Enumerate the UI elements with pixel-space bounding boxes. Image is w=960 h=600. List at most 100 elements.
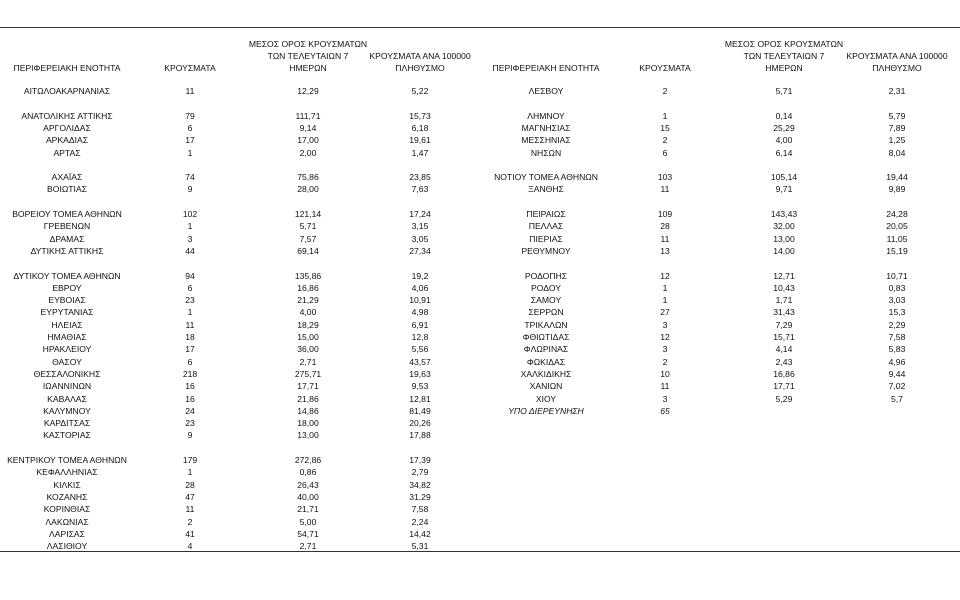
region-name: ΧΑΝΙΩΝ: [529, 381, 563, 392]
column-header: ΠΕΡΙΦΕΡΕΙΑΚΗ ΕΝΟΤΗΤΑ: [13, 63, 121, 73]
region-name: ΔΥΤΙΚΟΥ ΤΟΜΕΑ ΑΘΗΝΩΝ: [13, 270, 121, 281]
cases: 1: [187, 221, 193, 232]
region-name: ΧΙΟΥ: [535, 393, 557, 404]
cases: 4: [187, 541, 193, 552]
avg-7-days: 7,57: [299, 233, 317, 244]
per-100k: 10,91: [409, 295, 431, 306]
per-100k: 5,22: [411, 86, 429, 96]
region-name: ΗΡΑΚΛΕΙΟΥ: [42, 344, 92, 355]
cases: 17: [185, 344, 195, 355]
column-header: ΤΩΝ ΤΕΛΕΥΤΑΙΩΝ 7: [743, 51, 825, 61]
region-name: ΕΥΒΟΙΑΣ: [48, 295, 86, 306]
per-100k: 14,42: [409, 528, 431, 539]
region-name: ΑΡΤΑΣ: [53, 147, 81, 158]
avg-7-days: 9,71: [775, 184, 793, 195]
avg-7-days: 5,71: [775, 86, 793, 96]
avg-7-days: 275,71: [294, 368, 322, 379]
per-100k: 23,85: [409, 172, 431, 183]
per-100k: 17,24: [409, 209, 431, 219]
cases: 65: [660, 405, 670, 416]
region-name: ΦΘΙΩΤΙΔΑΣ: [522, 332, 570, 342]
region-name: ΧΑΛΚΙΔΙΚΗΣ: [520, 368, 572, 379]
column-header: ΠΕΡΙΦΕΡΕΙΑΚΗ ΕΝΟΤΗΤΑ: [492, 63, 600, 73]
avg-7-days: 75,86: [297, 172, 319, 183]
region-name: ΦΛΩΡΙΝΑΣ: [523, 344, 569, 355]
cases: 13: [660, 245, 670, 256]
avg-7-days: 21,86: [297, 393, 319, 404]
avg-7-days: 17,71: [773, 381, 795, 392]
cases: 102: [182, 209, 198, 219]
avg-7-days: 5,00: [299, 516, 317, 527]
region-name: ΠΕΙΡΑΙΩΣ: [526, 209, 566, 219]
region-name: ΛΑΡΙΣΑΣ: [49, 528, 85, 539]
cases: 10: [660, 368, 670, 379]
region-name: ΡΟΔΟΥ: [531, 282, 561, 293]
column-header: ΗΜΕΡΩΝ: [289, 63, 327, 73]
per-100k: 5,83: [888, 344, 906, 355]
per-100k: 8,04: [888, 147, 906, 158]
region-name: ΚΟΡΙΝΘΙΑΣ: [43, 504, 91, 515]
avg-7-days: 32,00: [773, 221, 795, 232]
avg-7-days: 4,00: [775, 135, 793, 146]
avg-7-days: 143,43: [770, 209, 798, 219]
avg-7-days: 121,14: [294, 209, 322, 219]
per-100k: 4,96: [888, 356, 906, 367]
cases: 179: [182, 455, 198, 465]
region-name: ΑΧΑΪΑΣ: [51, 172, 83, 183]
region-name: ΛΕΣΒΟΥ: [528, 86, 564, 96]
region-name: ΣΕΡΡΩΝ: [528, 307, 564, 318]
column-header: ΠΛΗΘΥΣΜΟ: [395, 63, 445, 73]
cases: 2: [662, 356, 668, 367]
cases: 6: [662, 147, 668, 158]
per-100k: 34,82: [409, 479, 431, 490]
per-100k: 15,73: [409, 110, 431, 121]
per-100k: 1,25: [888, 135, 906, 146]
avg-7-days: 26,43: [297, 479, 319, 490]
per-100k: 3,05: [411, 233, 429, 244]
cases: 1: [187, 307, 193, 318]
cases: 79: [185, 110, 195, 121]
region-name: ΗΜΑΘΙΑΣ: [47, 332, 87, 342]
cases: 11: [185, 319, 195, 330]
cases: 3: [662, 319, 668, 330]
cases: 11: [660, 381, 670, 392]
per-100k: 19,63: [409, 368, 431, 379]
region-name: ΜΕΣΣΗΝΙΑΣ: [521, 135, 571, 146]
cases: 12: [660, 332, 670, 342]
region-name: ΑΝΑΤΟΛΙΚΗΣ ΑΤΤΙΚΗΣ: [21, 110, 113, 121]
column-header: ΜΕΣΟΣ ΟΡΟΣ ΚΡΟΥΣΜΑΤΩΝ: [724, 39, 844, 49]
per-100k: 5,56: [411, 344, 429, 355]
region-name: ΛΑΚΩΝΙΑΣ: [45, 516, 89, 527]
avg-7-days: 54,71: [297, 528, 319, 539]
region-name: ΕΒΡΟΥ: [52, 282, 82, 293]
per-100k: 0,83: [888, 282, 906, 293]
per-100k: 12,8: [411, 332, 429, 342]
per-100k: 11,05: [886, 233, 908, 244]
cases: 41: [185, 528, 195, 539]
region-name: ΚΕΦΑΛΛΗΝΙΑΣ: [36, 467, 98, 478]
region-name: ΙΩΑΝΝΙΝΩΝ: [42, 381, 92, 392]
avg-7-days: 36,00: [297, 344, 319, 355]
region-name: ΞΑΝΘΗΣ: [528, 184, 564, 195]
avg-7-days: 4,14: [775, 344, 793, 355]
avg-7-days: 12,71: [773, 270, 795, 281]
region-name: ΚΑΛΥΜΝΟΥ: [43, 405, 91, 416]
avg-7-days: 18,29: [297, 319, 319, 330]
cases: 17: [185, 135, 195, 146]
region-name: ΗΛΕΙΑΣ: [51, 319, 83, 330]
per-100k: 3,03: [888, 295, 906, 306]
avg-7-days: 16,86: [773, 368, 795, 379]
avg-7-days: 13,00: [297, 430, 319, 441]
per-100k: 10,71: [886, 270, 908, 281]
per-100k: 9,53: [411, 381, 429, 392]
cases: 74: [185, 172, 195, 183]
per-100k: 81,49: [409, 405, 431, 416]
cases: 15: [660, 122, 670, 133]
region-name: ΘΕΣΣΑΛΟΝΙΚΗΣ: [33, 368, 101, 379]
cases: 16: [185, 393, 195, 404]
region-name: ΥΠΟ ΔΙΕΡΕΥΝΗΣΗ: [508, 405, 584, 416]
region-name: ΣΑΜΟΥ: [530, 295, 562, 306]
avg-7-days: 272,86: [294, 455, 322, 465]
cases: 2: [662, 86, 668, 96]
region-name: ΠΕΛΛΑΣ: [528, 221, 564, 232]
